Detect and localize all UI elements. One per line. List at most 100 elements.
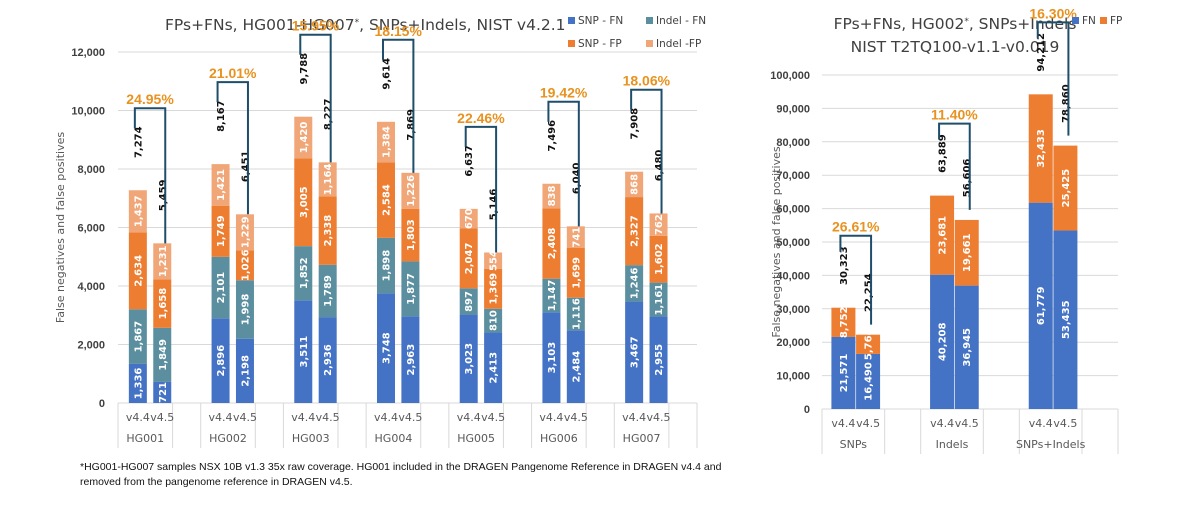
segment-value-label: 1,789 bbox=[323, 275, 334, 307]
bar-segment bbox=[235, 214, 254, 251]
segment-value-label: 1,226 bbox=[406, 175, 417, 207]
bar-segment bbox=[649, 282, 668, 317]
bar-segment bbox=[235, 280, 254, 339]
legend-label: Indel -FP bbox=[656, 38, 701, 50]
segment-value-label: 838 bbox=[547, 186, 558, 207]
right-chart: 0 10,000 20,000 30,000 40,000 50,000 60,000 70,… bbox=[770, 5, 1122, 454]
bar-segment bbox=[831, 307, 856, 337]
bar-segment bbox=[1028, 202, 1053, 409]
bar-total-label: 30,323 bbox=[839, 246, 850, 285]
y-tick-label: 20,000 bbox=[776, 337, 810, 349]
segment-value-label: 1,898 bbox=[381, 250, 392, 282]
bar-segment bbox=[294, 158, 313, 247]
bar-segment bbox=[566, 248, 585, 298]
legend-label: SNP - FP bbox=[578, 38, 622, 50]
reduction-bracket bbox=[630, 88, 663, 214]
segment-value-label: 16,490 bbox=[864, 362, 875, 401]
bar-segment bbox=[484, 308, 503, 333]
segment-value-label: 810 bbox=[489, 310, 500, 331]
bar-segment bbox=[856, 334, 881, 354]
x-subcategory-label: v4.5 bbox=[150, 411, 174, 424]
segment-value-label: 2,198 bbox=[240, 355, 251, 387]
x-group-label: HG001 bbox=[126, 432, 164, 445]
segment-value-label: 1,026 bbox=[240, 249, 251, 281]
segment-value-label: 1,877 bbox=[406, 273, 417, 305]
bar-segment bbox=[566, 226, 585, 249]
segment-value-label: 61,779 bbox=[1036, 286, 1047, 325]
bar-segment bbox=[211, 318, 230, 403]
legend-label: Indel - FN bbox=[656, 15, 706, 27]
y-axis-label: False negatives and false positives bbox=[54, 132, 67, 323]
bar-segment bbox=[128, 309, 147, 364]
reduction-bracket bbox=[381, 38, 415, 173]
legend-swatch bbox=[646, 40, 653, 47]
segment-value-label: 1,336 bbox=[133, 368, 144, 400]
segment-value-label: 53,435 bbox=[1061, 300, 1072, 339]
bar-segment bbox=[128, 232, 147, 310]
footnote-line-1: *HG001-HG007 samples NSX 10B v1.3 35x ra… bbox=[80, 461, 722, 473]
x-group-label: SNPs+Indels bbox=[1016, 438, 1086, 451]
reduction-bracket bbox=[547, 100, 580, 227]
bar-segment bbox=[542, 278, 561, 313]
x-group-label: HG002 bbox=[209, 432, 247, 445]
y-tick-label: 12,000 bbox=[71, 47, 105, 59]
segment-value-label: 1,231 bbox=[158, 245, 169, 277]
bar-segment bbox=[153, 327, 172, 382]
segment-value-label: 1,116 bbox=[571, 298, 582, 330]
segment-value-label: 2,963 bbox=[406, 344, 417, 376]
segment-value-label: 1,998 bbox=[240, 294, 251, 326]
bar-segment bbox=[649, 316, 668, 403]
x-subcategory-label: v4.4 bbox=[209, 411, 233, 424]
footnote-line-2: removed from the pangenome reference in … bbox=[80, 476, 353, 488]
bar-segment bbox=[128, 363, 147, 403]
segment-value-label: 1,658 bbox=[158, 288, 169, 320]
bar-total-label: 9,614 bbox=[381, 58, 392, 90]
reduction-percent-label: 24.95% bbox=[126, 91, 174, 107]
x-group-label: Indels bbox=[936, 438, 969, 451]
reduction-percent-label: 18.06% bbox=[623, 73, 671, 89]
bar-segment bbox=[649, 235, 668, 283]
bar-total-label: 6,451 bbox=[240, 150, 251, 182]
bar-segment bbox=[376, 293, 395, 403]
segment-value-label: 2,047 bbox=[464, 243, 475, 275]
reduction-percent-label: 18.15% bbox=[374, 23, 422, 39]
segment-value-label: 762 bbox=[654, 214, 665, 235]
segment-value-label: 2,484 bbox=[571, 351, 582, 383]
segment-value-label: 2,413 bbox=[489, 352, 500, 384]
bar-segment bbox=[484, 268, 503, 309]
segment-value-label: 1,229 bbox=[240, 216, 251, 248]
bar-segment bbox=[318, 317, 337, 403]
bar-segment bbox=[153, 279, 172, 328]
segment-value-label: 868 bbox=[630, 174, 641, 195]
bar-segment bbox=[376, 121, 395, 163]
bar-segment bbox=[376, 162, 395, 238]
x-subcategory-label: v4.5 bbox=[398, 411, 422, 424]
y-tick-label: 4,000 bbox=[77, 281, 105, 293]
segment-value-label: 741 bbox=[571, 227, 582, 248]
x-group-label: HG007 bbox=[623, 432, 661, 445]
segment-value-label: 2,634 bbox=[133, 255, 144, 287]
x-group-label: HG003 bbox=[292, 432, 330, 445]
segment-value-label: 1,852 bbox=[299, 257, 310, 289]
y-tick-label: 10,000 bbox=[71, 106, 105, 118]
y-tick-label: 0 bbox=[99, 398, 105, 410]
x-group-label: HG005 bbox=[457, 432, 495, 445]
bar-total-label: 9,788 bbox=[299, 53, 310, 85]
segment-value-label: 21,571 bbox=[839, 354, 850, 393]
bar-segment bbox=[401, 261, 420, 317]
bar-segment bbox=[625, 265, 644, 302]
x-subcategory-label: v4.5 bbox=[647, 411, 671, 424]
segment-value-label: 1,602 bbox=[654, 243, 665, 275]
segment-value-label: 670 bbox=[464, 208, 475, 229]
bar-segment bbox=[153, 243, 172, 280]
bar-segment bbox=[235, 338, 254, 403]
bar-segment bbox=[401, 208, 420, 262]
segment-value-label: 1,849 bbox=[158, 339, 169, 371]
legend-swatch bbox=[1072, 17, 1079, 24]
left-chart-title: FPs+FNs, HG001-HG007*, SNPs+Indels, NIST… bbox=[165, 16, 566, 34]
footnote: *HG001-HG007 samples NSX 10B v1.3 35x ra… bbox=[80, 460, 780, 490]
segment-value-label: 3,103 bbox=[547, 342, 558, 374]
x-subcategory-label: v4.5 bbox=[856, 417, 880, 430]
segment-value-label: 721 bbox=[158, 382, 169, 403]
